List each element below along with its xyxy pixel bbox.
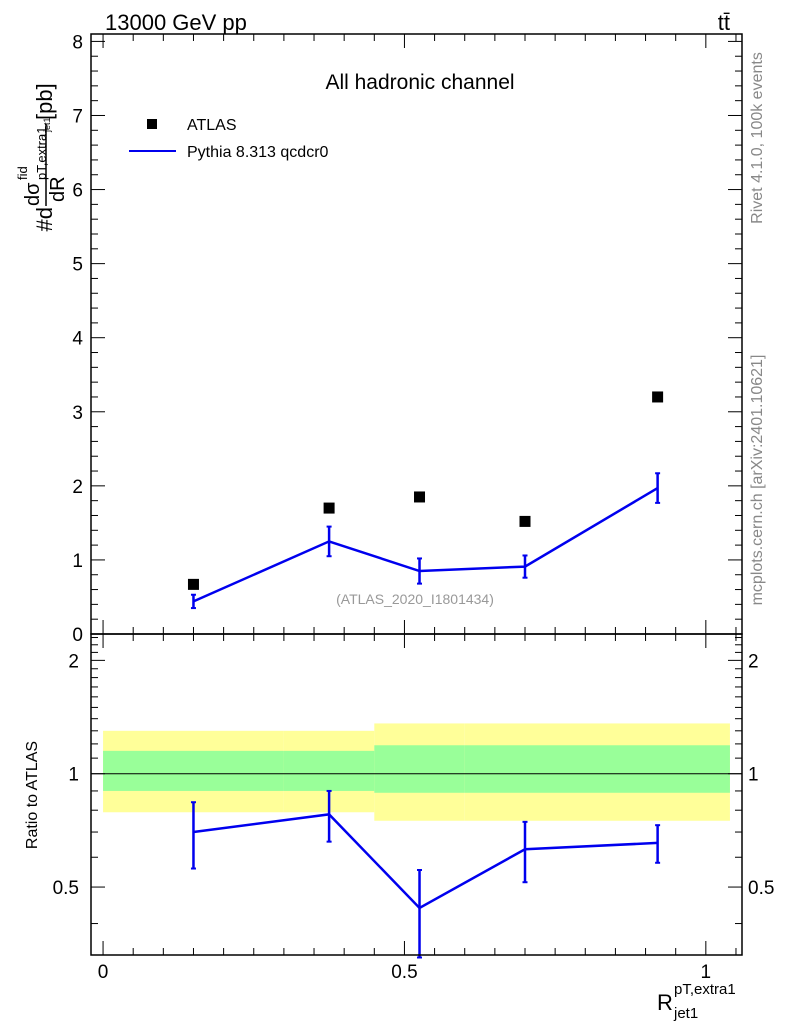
mcplots-source-label: mcplots.cern.ch [arXiv:2401.10621]	[749, 355, 766, 606]
header-process-label: tt̄	[718, 10, 730, 35]
atlas-data-point	[519, 515, 531, 527]
x-tick-label: 0	[98, 962, 109, 983]
main-y-tick-label: 3	[72, 403, 83, 424]
legend-pythia-label: Pythia 8.313 qcdcr0	[187, 144, 329, 161]
main-title: All hadronic channel	[325, 71, 514, 94]
ratio-y-tick-label-right: 1	[748, 765, 759, 786]
ratio-y-tick-label: 2	[68, 651, 79, 672]
x-tick-label: 0.5	[391, 962, 417, 983]
x-tick-label: 1	[701, 962, 712, 983]
ratio-y-tick-label-right: 0.5	[748, 878, 774, 899]
ylabel-denominator: dR	[47, 176, 69, 202]
ylabel-numerator-subsub: jet1	[42, 117, 52, 133]
header-energy-label: 13000 GeV pp	[105, 10, 247, 35]
legend-atlas-marker	[147, 119, 157, 129]
ratio-pythia-line	[193, 813, 658, 910]
ylabel-unit: [pb]	[32, 83, 57, 120]
atlas-data-point	[323, 502, 335, 514]
ratio-data-layer	[91, 723, 742, 959]
ylabel-prefix: #d	[32, 207, 57, 231]
atlas-data-point	[652, 391, 664, 403]
main-axes: 0 1 2 3 4 5 6 7 8	[72, 32, 742, 646]
ratio-uncertainty-band-inner	[374, 745, 465, 793]
main-y-tick-label: 8	[72, 32, 83, 53]
legend-atlas-label: ATLAS	[187, 117, 237, 134]
ratio-uncertainty-band-inner	[283, 750, 375, 791]
atlas-data-point	[414, 491, 426, 503]
xlabel-base: R	[657, 990, 673, 1015]
ylabel-numerator: dσ	[22, 182, 44, 206]
main-y-tick-label: 5	[72, 255, 83, 276]
atlas-data-point	[187, 578, 199, 590]
main-y-tick-label: 7	[72, 106, 83, 127]
ratio-frame	[90, 633, 743, 956]
xlabel-sub: jet1	[673, 1005, 698, 1022]
xlabel-sup: pT,extra1	[674, 981, 736, 998]
rivet-version-label: Rivet 4.1.0, 100k events	[749, 52, 766, 224]
main-panel: 0 1 2 3 4 5 6 7 8 All hadronic channel (ATLAS_20…	[15, 32, 743, 646]
main-y-tick-label: 4	[72, 329, 83, 350]
ratio-panel: 0.5 0.5 1 1 2 2 0 0.5 1 Ratio to ATLAS R pT,extr…	[24, 633, 774, 1022]
legend: ATLAS Pythia 8.313 qcdcr0	[129, 117, 329, 161]
main-y-axis-label: #d dσ fid pT,extra1 jet1 dR [pb]	[15, 83, 69, 231]
ratio-uncertainty-band-inner	[103, 750, 284, 791]
main-y-tick-label: 2	[72, 477, 83, 498]
ratio-y-tick-label: 0.5	[53, 878, 79, 899]
ratio-axes: 0.5 0.5 1 1 2 2 0 0.5 1	[53, 634, 774, 983]
main-y-tick-label: 0	[72, 625, 83, 646]
main-y-tick-label: 6	[72, 181, 83, 202]
pythia-line	[192, 486, 659, 603]
main-data-layer	[187, 391, 664, 610]
analysis-watermark: (ATLAS_2020_I1801434)	[336, 591, 494, 607]
ratio-y-tick-label: 1	[68, 765, 79, 786]
x-axis-label: R pT,extra1 jet1	[657, 981, 736, 1022]
ratio-y-tick-label-right: 2	[748, 651, 759, 672]
ratio-y-axis-label: Ratio to ATLAS	[24, 741, 41, 849]
ylabel-numerator-sup: fid	[15, 166, 30, 180]
main-y-tick-label: 1	[72, 551, 83, 572]
ratio-uncertainty-band-inner	[464, 745, 730, 793]
